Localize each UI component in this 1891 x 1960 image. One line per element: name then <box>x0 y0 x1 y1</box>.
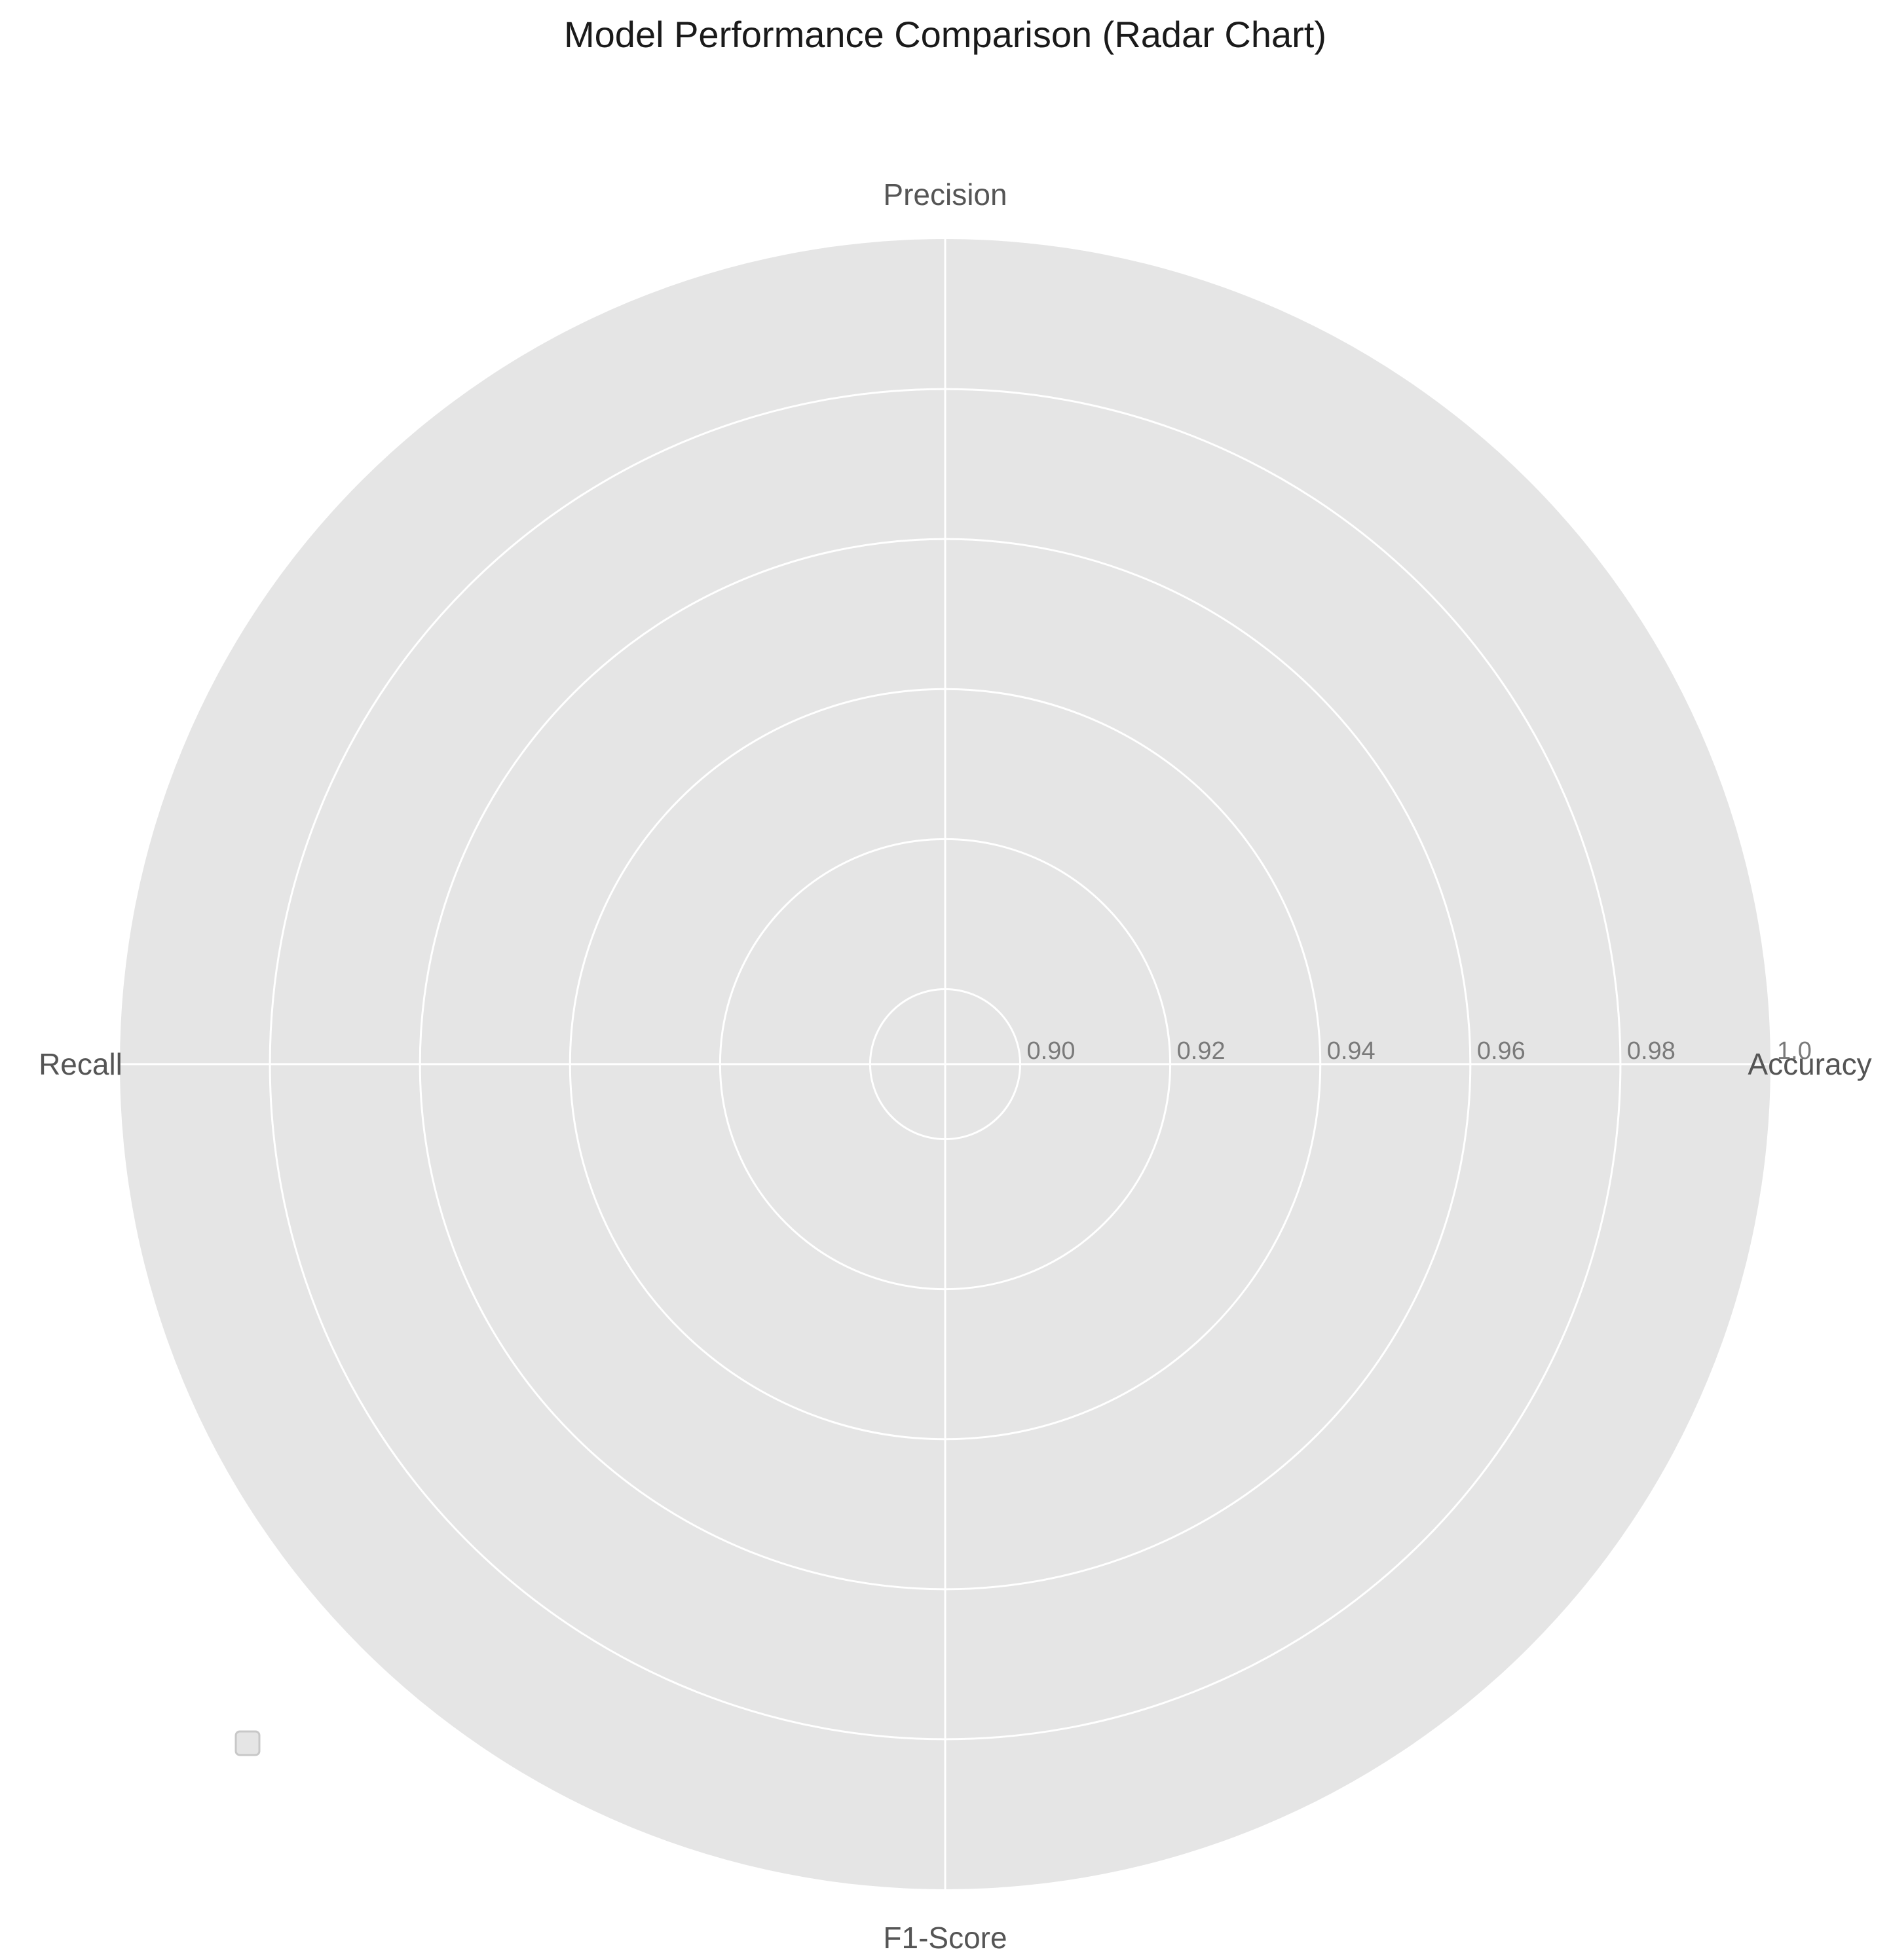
category-label-precision: Precision <box>883 177 1007 212</box>
radial-tick-label: 0.98 <box>1627 1037 1676 1065</box>
angular-gridlines <box>120 239 1770 1889</box>
category-label-accuracy: Accuracy <box>1748 1047 1871 1081</box>
legend-box <box>234 1730 261 1756</box>
radial-tick-labels: 0.90 0.92 0.94 0.96 0.98 1.0 <box>1027 1037 1812 1065</box>
radial-tick-label: 1.0 <box>1777 1037 1812 1065</box>
category-axis-labels: Accuracy Precision Recall F1-Score <box>39 177 1872 1955</box>
radial-tick-label: 0.90 <box>1027 1037 1076 1065</box>
chart-title: Model Performance Comparison (Radar Char… <box>564 14 1326 55</box>
category-label-recall: Recall <box>39 1047 122 1081</box>
radial-tick-label: 0.94 <box>1327 1037 1376 1065</box>
radial-tick-label: 0.92 <box>1177 1037 1226 1065</box>
radial-tick-label: 0.96 <box>1477 1037 1526 1065</box>
category-label-f1-score: F1-Score <box>883 1921 1007 1955</box>
